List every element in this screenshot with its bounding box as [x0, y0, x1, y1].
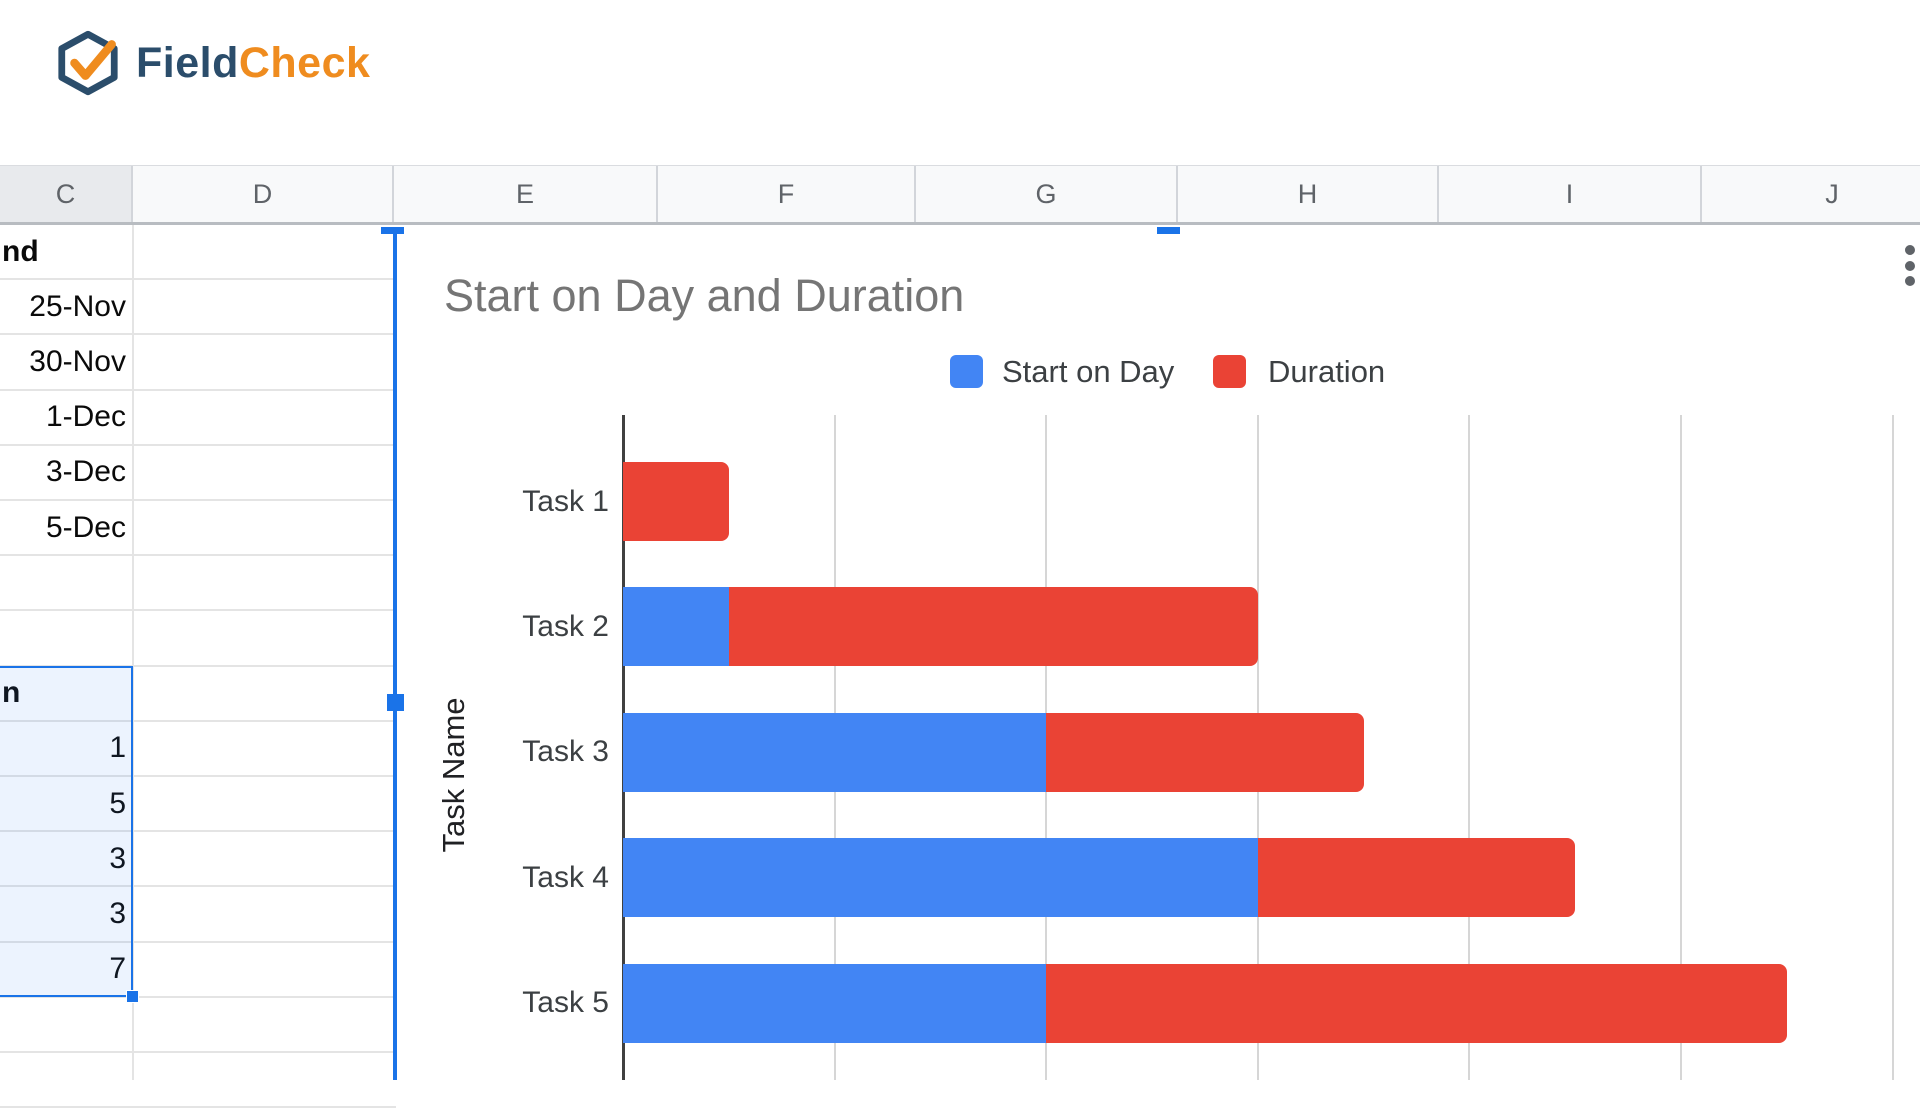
bar-task4-duration [1257, 838, 1576, 918]
bar-task5-duration [1046, 963, 1787, 1043]
chart-plot: Task 1 Task 2 Task 3 Task 4 Task 5 [397, 230, 1920, 1080]
category-label-4: Task 4 [522, 860, 609, 894]
bar-task5-start-on-day [623, 963, 1047, 1043]
bar-task4-start-on-day [623, 838, 1258, 918]
chart-selection-left-border[interactable] [393, 229, 397, 1080]
chart-selection-topleft-handle[interactable] [381, 227, 404, 234]
sheet-row: 30-Nov [0, 335, 396, 391]
cell-c-row-10[interactable]: 1 [109, 731, 126, 765]
chart-title: Start on Day and Duration [444, 270, 965, 321]
sheet-row: 5-Dec [0, 501, 396, 557]
column-gridline-c-d [132, 225, 134, 1080]
sheet-row [0, 611, 396, 667]
bar-task3-start-on-day [623, 712, 1047, 792]
chart-card[interactable]: Task 1 Task 2 Task 3 Task 4 Task 5 Start on … [397, 230, 1920, 1080]
logo-text-check: Check [238, 39, 371, 87]
cell-c-row-5[interactable]: 3-Dec [45, 455, 126, 489]
legend-swatch-duration [1213, 355, 1246, 388]
sheet-row: 1 [0, 722, 396, 777]
toolbar: FieldCheck [0, 0, 1920, 165]
sheet-row: 3 [0, 832, 396, 888]
kebab-menu-icon [1905, 245, 1915, 255]
sheet-row [0, 556, 396, 612]
x-gridline-8 [1468, 415, 1471, 1080]
column-header-J[interactable]: J [1702, 166, 1920, 222]
cell-c-row-15[interactable] [0, 998, 133, 1051]
column-header-E[interactable]: E [394, 166, 658, 222]
cell-c-row-4[interactable]: 1-Dec [45, 400, 126, 434]
chart-menu-button[interactable] [1895, 245, 1920, 292]
column-header-H[interactable]: H [1178, 166, 1439, 222]
cell-c-row-14[interactable]: 7 [109, 952, 126, 986]
x-gridline-12 [1891, 415, 1894, 1080]
legend-swatch-start-on-day [950, 355, 983, 388]
column-header-C[interactable]: C [0, 166, 133, 222]
chart-selection-leftmiddle-handle[interactable] [387, 694, 404, 711]
fieldcheck-logo[interactable]: FieldCheck [57, 30, 370, 96]
column-header-F[interactable]: F [658, 166, 916, 222]
cell-c-row-13[interactable]: 3 [109, 896, 126, 930]
sheet-row [0, 1053, 396, 1108]
sheet-row: 25-Nov [0, 280, 396, 336]
fill-handle[interactable] [126, 990, 139, 1003]
column-header-G[interactable]: G [916, 166, 1178, 222]
bar-task1-duration [623, 462, 729, 541]
cell-c-row-6[interactable]: 5-Dec [45, 510, 126, 544]
cell-c-row-1[interactable]: nd [2, 234, 39, 268]
cell-c-row-11[interactable]: 5 [109, 786, 126, 820]
sheet-row: 5 [0, 777, 396, 833]
sheet-row: 3 [0, 887, 396, 943]
bar-task3-duration [1046, 712, 1364, 792]
cell-c-row-3[interactable]: 30-Nov [29, 344, 126, 378]
category-label-5: Task 5 [522, 986, 609, 1020]
chart-selection-topmiddle-handle[interactable] [1157, 227, 1180, 234]
category-label-3: Task 3 [522, 735, 609, 769]
bar-task2-start-on-day [623, 587, 729, 667]
column-header-I[interactable]: I [1439, 166, 1702, 222]
sheet-row: 1-Dec [0, 391, 396, 446]
cell-c-row-2[interactable]: 25-Nov [29, 289, 126, 323]
category-label-2: Task 2 [522, 609, 609, 643]
cell-c-row-9[interactable]: n [2, 676, 21, 710]
fieldcheck-logo-text: FieldCheck [136, 30, 370, 96]
sheet-row [0, 998, 396, 1053]
chart-legend: Start on Day Duration [397, 355, 1920, 389]
category-label-1: Task 1 [522, 484, 609, 518]
sheet-row: 7 [0, 943, 396, 998]
cell-c-row-7[interactable] [0, 556, 133, 609]
y-axis-title: Task Name [436, 697, 471, 853]
legend-label-start-on-day: Start on Day [1002, 354, 1175, 389]
cell-c-row-12[interactable]: 3 [109, 841, 126, 875]
bar-task2-duration [728, 587, 1258, 667]
column-header-D[interactable]: D [133, 166, 394, 222]
logo-text-field: Field [136, 39, 239, 87]
sheet-grid: nd 25-Nov 30-Nov 1-Dec 3-Dec 5-Dec n 1 5 3 3 7 [0, 225, 397, 1108]
x-gridline-10 [1680, 415, 1682, 1080]
sheet-row: n [0, 667, 396, 722]
cell-c-row-8[interactable] [0, 611, 133, 664]
legend-label-duration: Duration [1268, 354, 1386, 389]
sheet-row: nd [0, 225, 396, 281]
sheet-row: 3-Dec [0, 446, 396, 501]
fieldcheck-logo-icon [58, 30, 118, 96]
